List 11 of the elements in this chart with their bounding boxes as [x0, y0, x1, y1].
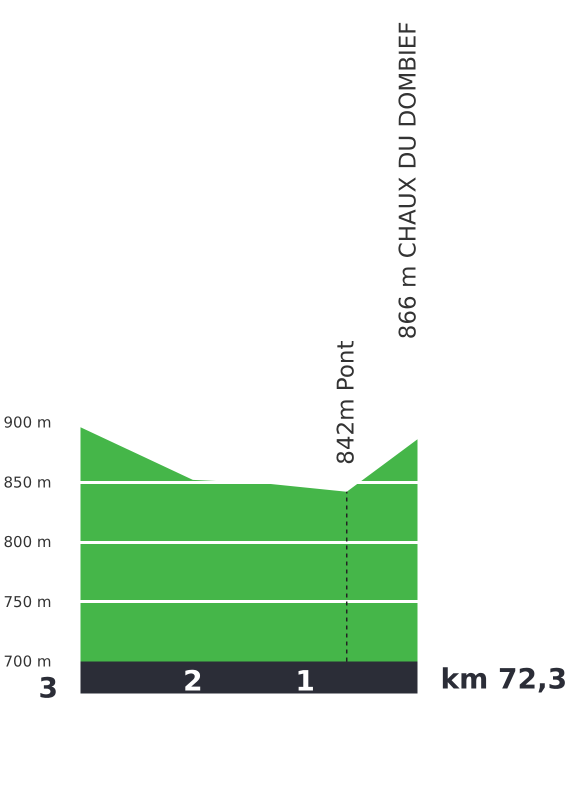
x-tick-label: 2 — [183, 664, 203, 698]
y-tick-label: 850 m — [3, 473, 52, 492]
ref-line-label: 842m Pont — [334, 340, 360, 465]
y-tick-label: 700 m — [3, 652, 52, 670]
text: 866 m CHAUX DU DOMBIEF — [396, 21, 422, 340]
text: 3 — [38, 672, 58, 704]
y-tick-label: 900 m — [3, 414, 52, 432]
x-tick-label: 1 — [295, 664, 315, 698]
text: km 72,3 — [440, 662, 568, 696]
y-tick-label: 750 m — [3, 592, 52, 611]
y-tick-label: 800 m — [3, 533, 52, 551]
